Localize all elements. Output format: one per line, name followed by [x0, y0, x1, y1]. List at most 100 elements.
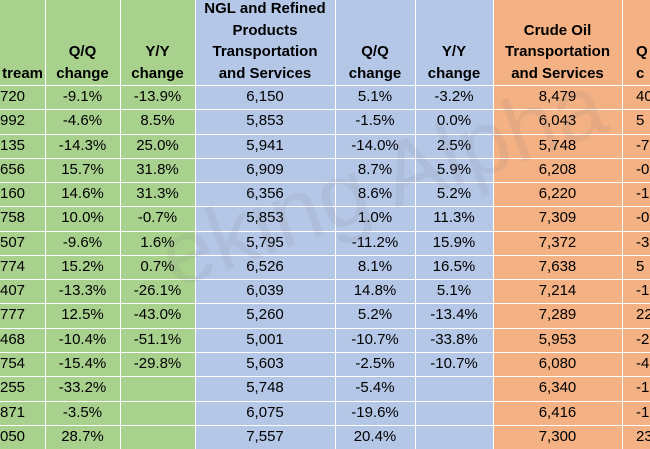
table-cell: 8.5%: [140, 112, 175, 130]
table-cell: -3.2%: [434, 88, 474, 105]
table-cell: 6,043: [538, 112, 577, 130]
table-cell: 6,416: [538, 403, 577, 421]
table-cell: -0: [636, 160, 650, 178]
table-cell: 0.7%: [140, 257, 175, 275]
table-cell: 6,075: [246, 403, 284, 421]
table-cell: 7,309: [538, 209, 577, 227]
table-cell: 15.2%: [61, 257, 104, 275]
header-text: change: [56, 64, 109, 82]
row-rule: [0, 400, 650, 402]
table-cell: 160: [0, 185, 26, 203]
table-cell: -43.0%: [133, 306, 182, 324]
table-cell: -33.2%: [58, 379, 107, 397]
header-text: Transportation: [212, 43, 318, 60]
table-cell: 1.0%: [357, 209, 393, 227]
header-text: Q/Q: [361, 43, 389, 60]
table-cell: -14.0%: [351, 136, 399, 154]
table-cell: 6,526: [246, 257, 284, 275]
table-cell: 050: [0, 427, 26, 445]
table-cell: -9.1%: [62, 88, 103, 105]
table-cell: -11.2%: [351, 233, 399, 251]
column-bg: [45, 0, 120, 449]
header-text: Y/Y: [441, 43, 467, 60]
row-rule: [0, 279, 650, 281]
table-cell: 15.7%: [61, 160, 104, 178]
row-rule: [0, 182, 650, 184]
table-cell: 5,953: [538, 330, 577, 348]
column-divider: [622, 0, 623, 449]
table-cell: -1: [636, 379, 650, 397]
header-text: Y/Y: [145, 43, 170, 60]
header-rule: [0, 85, 650, 86]
table-cell: 5: [636, 257, 645, 275]
table-cell: 5,748: [246, 379, 284, 397]
table-cell: 23: [636, 427, 650, 445]
table-cell: 6,039: [246, 282, 284, 300]
table-cell: 5.2%: [357, 306, 393, 324]
table-cell: 5,001: [246, 330, 284, 348]
table-cell: 5.2%: [436, 185, 472, 203]
table-cell: -3: [636, 233, 650, 251]
table-cell: -4.6%: [62, 112, 103, 130]
header-text: Transportation: [504, 43, 610, 60]
column-bg: [493, 0, 622, 449]
table-cell: 6,150: [246, 88, 284, 105]
table-cell: 5,748: [538, 136, 577, 154]
table-cell: 40: [636, 88, 650, 105]
table-cell: -0.7%: [137, 209, 178, 227]
header-text: NGL and Refined: [204, 0, 326, 17]
table-cell: 5,795: [246, 233, 284, 251]
table-cell: 5,941: [246, 136, 284, 154]
table-cell: -33.8%: [430, 330, 478, 348]
table-cell: -1: [636, 403, 650, 421]
column-divider: [120, 0, 121, 449]
table-cell: -13.9%: [133, 88, 182, 105]
column-bg: [195, 0, 335, 449]
table-cell: 758: [0, 209, 26, 227]
row-rule: [0, 206, 650, 208]
table-cell: 7,214: [538, 282, 577, 300]
row-rule: [0, 351, 650, 353]
column-bg: [415, 0, 493, 449]
table-cell: 25.0%: [136, 136, 179, 154]
header-text: c: [636, 64, 645, 82]
table-cell: -15.4%: [58, 354, 107, 372]
table-cell: -10.7%: [351, 330, 399, 348]
table-cell: 8,479: [538, 88, 577, 105]
header-text: Crude Oil: [523, 21, 592, 39]
column-bg: [622, 0, 650, 449]
table-cell: 7,557: [246, 427, 284, 445]
table-cell: -19.6%: [351, 403, 399, 421]
column-bg: [335, 0, 415, 449]
row-rule: [0, 254, 650, 256]
table-cell: 10.0%: [61, 209, 104, 227]
table-cell: 8.1%: [357, 257, 393, 275]
table-cell: 507: [0, 233, 26, 251]
header-text: Products: [232, 21, 298, 39]
row-rule: [0, 133, 650, 135]
table-cell: 6,208: [538, 160, 577, 178]
table-cell: 5,853: [246, 112, 284, 130]
table-cell: -0: [636, 209, 650, 227]
table-cell: 871: [0, 403, 26, 421]
table-cell: 135: [0, 136, 26, 154]
table-cell: 7,638: [538, 257, 577, 275]
table-cell: 992: [0, 112, 26, 130]
header-text: and Services: [218, 64, 312, 82]
table-cell: 22: [636, 306, 650, 324]
table-cell: 5,603: [246, 354, 284, 372]
table-cell: -10.7%: [430, 354, 478, 372]
header-text: Q/Q: [68, 43, 97, 60]
table-cell: 7,289: [538, 306, 577, 324]
table-cell: -29.8%: [133, 354, 182, 372]
column-divider: [335, 0, 336, 449]
table-cell: 774: [0, 257, 26, 275]
header-text: change: [427, 64, 481, 82]
table-cell: -13.4%: [430, 306, 478, 324]
table-cell: 11.3%: [433, 209, 475, 227]
column-divider: [493, 0, 494, 449]
header-text: and Services: [511, 64, 604, 82]
table-cell: 777: [0, 306, 26, 324]
row-rule: [0, 109, 650, 111]
table-cell: -14.3%: [58, 136, 107, 154]
